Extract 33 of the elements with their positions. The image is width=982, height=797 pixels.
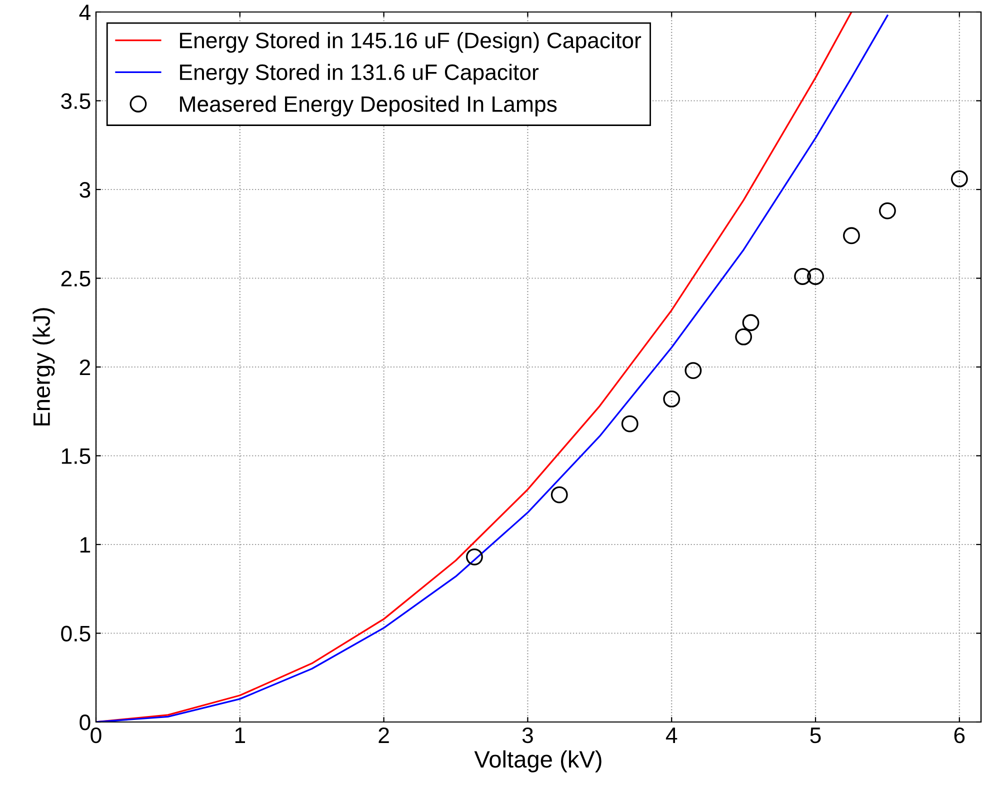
y-tick-label: 2.5 — [61, 270, 90, 287]
point — [794, 268, 812, 285]
point — [466, 548, 483, 566]
y-tick-label: 2 — [80, 360, 90, 376]
x-tick-label: 0 — [90, 727, 102, 744]
x-tick-label: 5 — [810, 728, 821, 744]
legend-label: Energy Stored in 145.16 uF (Design) Capacitor — [180, 32, 642, 53]
y-tick-label: 0.5 — [61, 626, 90, 642]
point — [950, 170, 968, 188]
y-tick-label: 3 — [80, 182, 90, 198]
y-tick-label: 1.5 — [62, 448, 90, 464]
point — [843, 227, 860, 244]
point — [735, 328, 752, 346]
x-tick-label: 1 — [235, 728, 245, 743]
legend-label: Measered Energy Deposited In Lamps — [180, 96, 557, 116]
x-axis-title: Voltage (kV) — [474, 750, 602, 772]
y-tick-label: 1 — [80, 537, 90, 553]
point — [684, 362, 702, 380]
point — [621, 415, 638, 432]
y-tick-label: 3.5 — [61, 93, 90, 110]
point — [807, 268, 824, 285]
y-tick-label: 4 — [79, 4, 90, 20]
y-axis-title: Energy (kJ) — [32, 308, 55, 426]
x-tick-label: 3 — [522, 727, 533, 744]
point — [742, 314, 760, 332]
point — [663, 390, 680, 408]
x-tick-label: 6 — [954, 727, 965, 744]
point — [878, 202, 896, 220]
y-tick-label: 0 — [80, 714, 90, 730]
x-tick-label: 4 — [666, 728, 678, 743]
x-tick-label: 2 — [378, 727, 389, 743]
point — [550, 486, 568, 504]
legend-label: Energy Stored in 131.6 uF Capacitor — [180, 64, 539, 85]
